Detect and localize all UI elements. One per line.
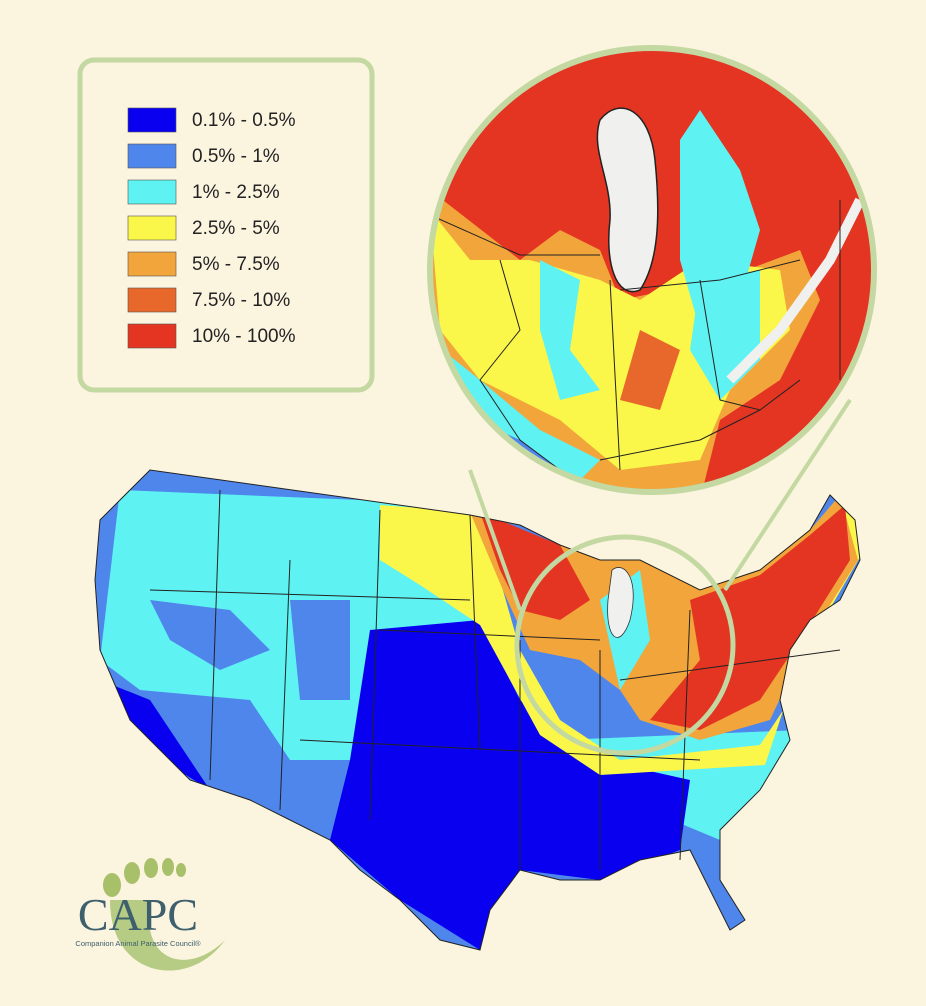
legend: 0.1% - 0.5% 0.5% - 1% 1% - 2.5% 2.5% - 5% 5%… (127, 107, 296, 349)
paw-toe (162, 858, 174, 876)
map-region (150, 600, 270, 670)
logo-subtitle: Companion Animal Parasite Council® (75, 939, 201, 948)
us-outline (94, 469, 861, 951)
logo-swoosh (110, 900, 225, 971)
legend-label: 0.5% - 1% (192, 146, 280, 167)
paw-toe (144, 858, 158, 878)
map-region (540, 260, 600, 400)
paw-toe (103, 873, 121, 897)
paw-toe (176, 863, 186, 877)
legend-swatch (127, 215, 177, 241)
zoom-connector (723, 398, 852, 592)
lake-erie (726, 197, 865, 384)
zoom-connector (468, 469, 522, 611)
map-region (290, 600, 350, 700)
legend-swatch (127, 107, 177, 133)
legend-label: 2.5% - 5% (192, 218, 280, 239)
map-region (650, 505, 850, 730)
map-region (480, 512, 590, 620)
legend-label: 7.5% - 10% (192, 290, 290, 311)
legend-label: 0.1% - 0.5% (192, 110, 296, 131)
lake-michigan (607, 567, 634, 638)
legend-swatch (127, 143, 177, 169)
zoom-circle (427, 45, 877, 495)
legend-label: 1% - 2.5% (192, 182, 280, 203)
logo: CAPC Companion Animal Parasite Council® (75, 858, 225, 971)
lake-michigan (596, 107, 659, 293)
zoom-region (514, 534, 736, 756)
legend-swatch (127, 287, 177, 313)
legend-swatch (127, 179, 177, 205)
legend-swatch (127, 251, 177, 277)
map-region (620, 330, 680, 410)
legend-swatch (127, 323, 177, 349)
map-region (380, 490, 860, 775)
state-borders (430, 200, 841, 471)
map-region (100, 680, 210, 790)
paw-toe (124, 862, 140, 884)
legend-label: 5% - 7.5% (192, 254, 280, 275)
logo-name: CAPC (78, 889, 198, 940)
legend-label: 10% - 100% (192, 326, 296, 347)
